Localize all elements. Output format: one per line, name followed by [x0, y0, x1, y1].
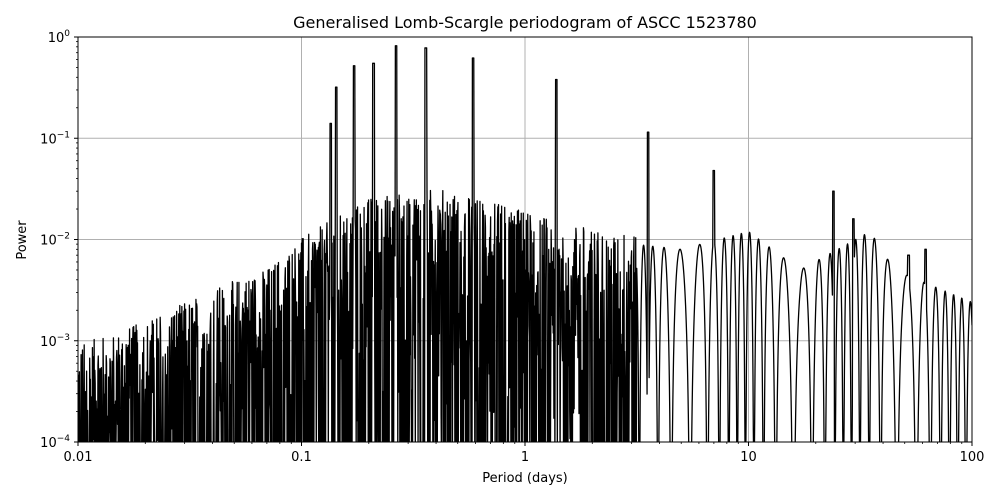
x-tick-label: 10: [740, 450, 757, 465]
y-tick-label: 100: [48, 29, 71, 46]
y-tick-label: 10−1: [40, 130, 70, 147]
y-tick-label: 10−2: [40, 232, 70, 249]
minor-ticks: [74, 36, 973, 446]
x-tick-label: 0.1: [291, 450, 312, 465]
y-axis-tick-labels: 10−4 10−3 10−2 10−1 100: [40, 29, 70, 451]
x-tick-label: 1: [521, 450, 529, 465]
x-axis-label: Period (days): [482, 471, 568, 486]
chart-title: Generalised Lomb-Scargle periodogram of …: [293, 13, 757, 32]
y-tick-label: 10−3: [40, 333, 70, 350]
x-axis-tick-labels: 0.01 0.1 1 10 100: [64, 450, 985, 465]
x-tick-label: 100: [960, 450, 985, 465]
y-tick-label: 10−4: [40, 434, 70, 451]
y-axis-label: Power: [15, 220, 30, 260]
axes-frame: [77, 36, 973, 443]
periodogram-trace: [78, 45, 972, 442]
x-tick-label: 0.01: [64, 450, 93, 465]
